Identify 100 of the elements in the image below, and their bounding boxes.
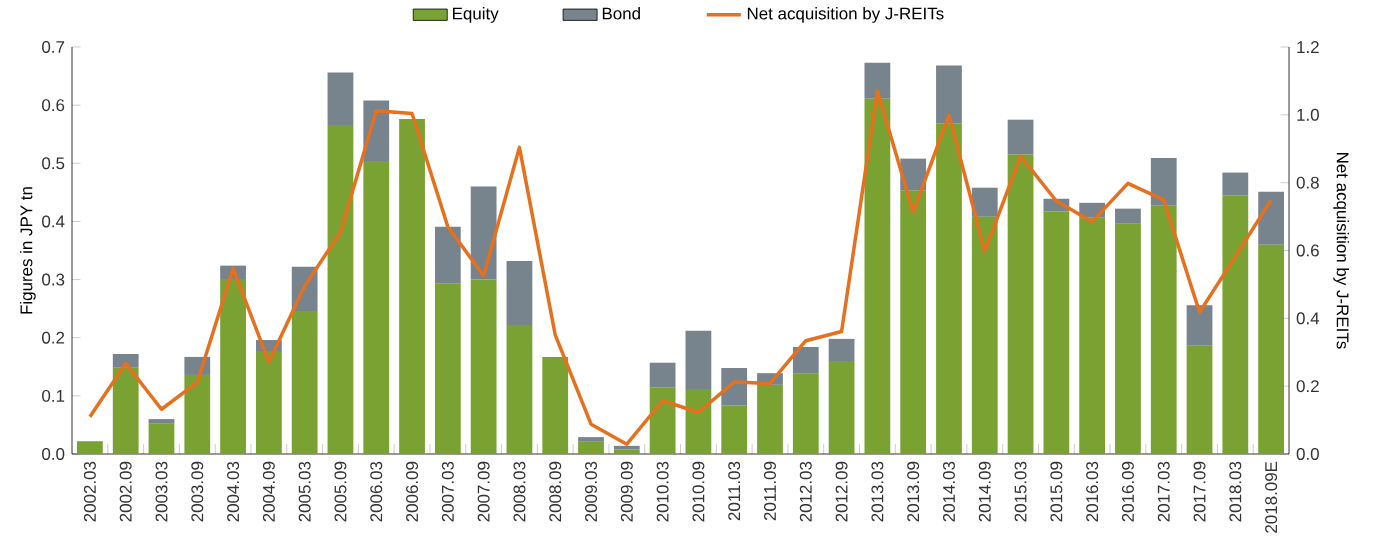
- y2-tick-label: 0.0: [1296, 448, 1319, 460]
- bar: [1150, 205, 1177, 454]
- bar: [828, 338, 855, 361]
- y2-tick-label: 0.6: [1296, 244, 1319, 257]
- bar: [434, 283, 461, 454]
- y-tick-label: 0.3: [42, 273, 65, 286]
- bar: [1186, 345, 1213, 454]
- x-tick-label: 2007.09: [477, 461, 490, 522]
- bar: [649, 387, 676, 454]
- bar: [864, 62, 891, 99]
- bar: [1258, 244, 1285, 454]
- y-tick-label: 0.4: [42, 215, 65, 228]
- bar: [936, 123, 962, 454]
- bar: [685, 330, 712, 389]
- x-tick-label: 2008.03: [513, 461, 526, 522]
- bar: [649, 362, 676, 388]
- bar: [1115, 208, 1141, 224]
- y2-tick-label: 1.2: [1297, 41, 1319, 53]
- bar: [148, 419, 175, 424]
- x-tick-label: 2010.03: [656, 461, 669, 522]
- x-tick-label: 2003.09: [191, 461, 204, 522]
- bar: [1258, 191, 1285, 245]
- x-tick-label: 2011.09: [764, 461, 776, 521]
- y-tick-label: 0.7: [42, 41, 65, 53]
- bar: [1222, 195, 1249, 454]
- bar: [77, 441, 103, 454]
- y-tick-label: 0.1: [42, 389, 65, 402]
- x-tick-label: 2008.09: [549, 461, 562, 522]
- x-tick-label: 2002.03: [83, 461, 96, 522]
- y2-tick-label: 0.8: [1296, 176, 1319, 189]
- y2-tick-label: 0.4: [1296, 312, 1320, 325]
- bar: [1222, 172, 1249, 196]
- x-tick-label: 2007.03: [441, 461, 454, 522]
- x-tick-label: 2015.03: [1014, 461, 1027, 522]
- bar: [900, 190, 927, 454]
- x-tick-label: 2017.03: [1157, 461, 1170, 522]
- bar: [184, 374, 211, 454]
- x-tick-label: 2004.09: [262, 461, 275, 522]
- bar: [685, 388, 712, 454]
- bar: [1043, 211, 1070, 454]
- bar: [470, 279, 497, 454]
- y-tick-label: 0.0: [42, 448, 65, 460]
- bar: [613, 449, 640, 454]
- legend-label: Bond: [602, 7, 640, 20]
- bar: [721, 405, 748, 454]
- line-series: [88, 89, 1273, 446]
- x-tick-label: 2009.09: [620, 461, 633, 522]
- x-tick-label: 2010.09: [692, 461, 705, 522]
- x-tick-label: 2005.09: [334, 461, 347, 522]
- x-tick-label: 2005.03: [298, 461, 311, 522]
- bar: [578, 441, 604, 454]
- bar: [792, 347, 819, 374]
- bar: [971, 187, 998, 217]
- y2-axis-title: Net acquisition by J-REITs: [1333, 153, 1350, 349]
- bar: [1007, 154, 1034, 454]
- x-tick-label: 2013.09: [907, 461, 920, 522]
- bar: [506, 324, 533, 454]
- bar: [1115, 223, 1141, 454]
- x-tick-label: 2016.09: [1121, 461, 1134, 522]
- bar: [1007, 119, 1034, 155]
- x-tick-label: 2016.03: [1086, 461, 1099, 522]
- x-tick-label: 2015.09: [1050, 461, 1063, 522]
- bar: [1150, 158, 1177, 206]
- bar: [1079, 217, 1106, 454]
- bar: [112, 367, 139, 454]
- bar: [757, 384, 783, 454]
- y-tick-label: 0.5: [42, 157, 65, 170]
- x-tick-label: 2014.09: [978, 461, 991, 522]
- bar: [792, 373, 819, 454]
- x-tick-label: 2002.09: [119, 461, 132, 522]
- bar: [971, 216, 998, 454]
- x-tick-label: 2018.03: [1229, 461, 1242, 522]
- bar: [112, 354, 139, 368]
- bar: [255, 351, 282, 454]
- bar: [542, 356, 569, 454]
- bar: [506, 260, 533, 325]
- x-tick-label: 2018.09E: [1265, 461, 1278, 533]
- legend-label: Net acquisition by J-REITs: [747, 7, 944, 23]
- bar: [828, 360, 855, 454]
- x-tick-label: 2017.09: [1193, 461, 1206, 522]
- y2-tick-label: 1.0: [1297, 108, 1319, 121]
- legend-label: Equity: [453, 7, 499, 23]
- bar: [327, 72, 354, 125]
- x-tick-label: 2003.03: [155, 461, 168, 522]
- bar: [578, 437, 604, 442]
- x-tick-label: 2004.03: [227, 461, 240, 522]
- bar: [327, 124, 354, 454]
- bar: [220, 278, 246, 454]
- x-tick-label: 2013.03: [871, 461, 884, 522]
- bar: [148, 423, 175, 454]
- bar: [864, 98, 891, 454]
- x-tick-label: 2006.03: [370, 461, 383, 522]
- y-tick-label: 0.6: [42, 99, 65, 112]
- bar: [1186, 305, 1213, 346]
- bar: [363, 160, 390, 454]
- x-tick-label: 2012.03: [799, 461, 812, 522]
- y-axis-title: Figures in JPY tn: [19, 187, 36, 314]
- x-tick-label: 2012.09: [835, 461, 848, 522]
- x-tick-label: 2009.03: [585, 461, 598, 522]
- x-tick-label: 2011.03: [728, 461, 741, 521]
